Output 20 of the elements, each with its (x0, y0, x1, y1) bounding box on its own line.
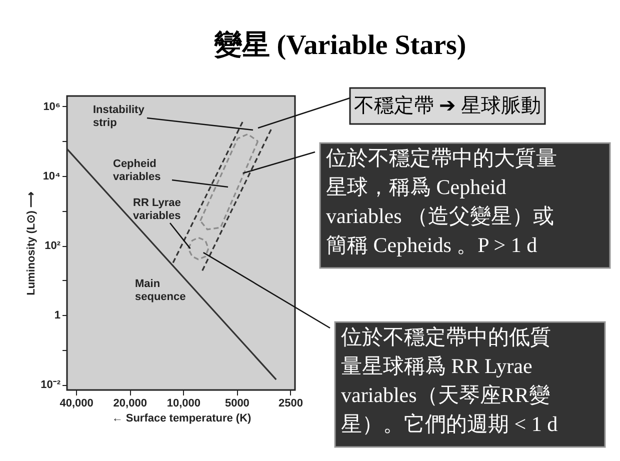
x-tick-label: 2500 (278, 398, 303, 410)
x-axis-title: ← Surface temperature (K) (112, 412, 252, 424)
annotation: RR Lyrae variables (133, 197, 181, 222)
annotation: 位於不穩定帶中的大質量星球，稱爲 Cepheid variables （造父變星）或簡稱 Cepheids 。P > 1 d (326, 146, 557, 257)
annotation: 位於不穩定帶中的低質量星球稱爲 RR Lyrae variables（天琴座RR變星）。它們的週期 < 1 d (341, 325, 558, 436)
annotation: Main sequence (135, 278, 186, 303)
y-tick-label: 10⁶ (43, 100, 60, 113)
x-tick-label: 5000 (224, 398, 250, 410)
x-tick-label: 40,000 (60, 398, 94, 410)
y-tick-label: 1 (54, 310, 60, 322)
y-tick-label: 10² (44, 240, 61, 252)
annotation: Instability strip (93, 104, 146, 129)
y-tick-label: 10⁴ (42, 170, 60, 183)
x-tick-label: 10,000 (166, 398, 200, 410)
text: 不穩定帶 ➔ 星球脈動 (354, 95, 541, 117)
chart-title: 變星 (Variable Stars) (214, 30, 466, 61)
x-tick-label: 20,000 (113, 398, 147, 410)
y-axis-title: Luminosity (L⊙) ⟶ (26, 192, 38, 296)
annotation: Cepheid variables (113, 158, 161, 183)
y-tick-label: 10⁻² (40, 379, 61, 392)
